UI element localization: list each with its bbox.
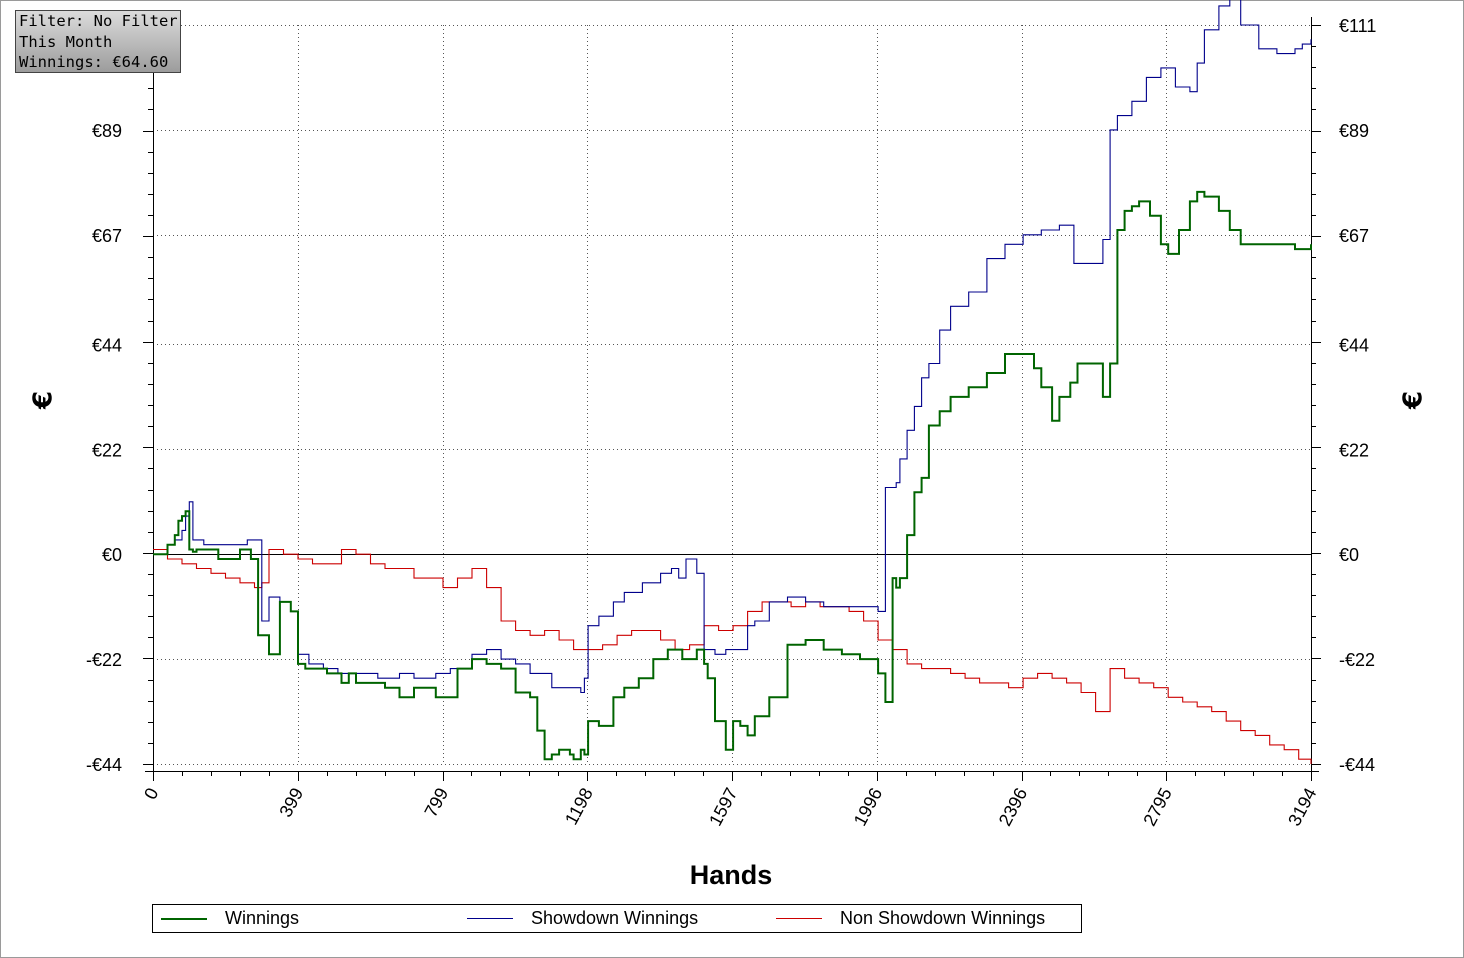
legend-item-non-showdown: Non Showdown Winnings bbox=[776, 905, 1045, 932]
period-label: This Month bbox=[19, 32, 113, 51]
series-lines bbox=[153, 0, 1312, 764]
x-tick-label: 2795 bbox=[1139, 784, 1175, 829]
legend-swatch-winnings bbox=[161, 917, 207, 920]
legend-item-winnings: Winnings bbox=[161, 905, 299, 932]
x-tick-label: 1996 bbox=[850, 784, 886, 829]
legend-label-winnings: Winnings bbox=[225, 908, 300, 928]
y-axis-title-left: € bbox=[29, 391, 59, 410]
legend-label-showdown: Showdown Winnings bbox=[531, 908, 699, 928]
y-tick-label-left: €89 bbox=[92, 121, 122, 141]
y-tick-label-left: -€44 bbox=[86, 755, 122, 775]
x-tick-label: 399 bbox=[275, 784, 307, 820]
y-tick-label-right: €111 bbox=[1339, 16, 1376, 36]
legend: Winnings Showdown Winnings Non Showdown … bbox=[152, 904, 1082, 933]
series-line-showdown-winnings bbox=[153, 0, 1312, 694]
y-tick-label-right: -€44 bbox=[1339, 755, 1375, 775]
x-tick-label: 3194 bbox=[1284, 784, 1320, 829]
y-tick-label-left: €22 bbox=[92, 440, 122, 460]
y-tick-label-right: €0 bbox=[1339, 545, 1359, 565]
x-tick-label: 799 bbox=[420, 784, 452, 820]
x-tick-label: 2396 bbox=[995, 784, 1031, 829]
grid-lines bbox=[153, 25, 1311, 765]
x-tick-label: 0 bbox=[140, 784, 162, 802]
tick-labels: -€44 -€44 -€22 -€22 €0 €0 €22 €22 €44 €44 €67 €67 €8… bbox=[85, 16, 1377, 829]
x-axis-title: Hands bbox=[690, 860, 773, 890]
y-axis-title-right: € bbox=[1399, 391, 1429, 410]
x-tick-label: 1597 bbox=[705, 784, 741, 829]
legend-label-non-showdown: Non Showdown Winnings bbox=[840, 908, 1046, 928]
series-line-non-showdown-winnings bbox=[153, 548, 1312, 764]
y-tick-label-left: €0 bbox=[102, 545, 122, 565]
y-tick-label-right: €44 bbox=[1339, 335, 1369, 355]
legend-swatch-non-showdown bbox=[776, 918, 822, 919]
filter-label: Filter: No Filter bbox=[19, 12, 178, 30]
winnings-total-label: Winnings: €64.60 bbox=[19, 53, 169, 71]
y-tick-label-left: €67 bbox=[92, 226, 122, 246]
y-tick-label-right: €67 bbox=[1339, 226, 1369, 246]
y-tick-label-left: €44 bbox=[92, 335, 122, 355]
legend-swatch-showdown bbox=[467, 918, 513, 919]
axes bbox=[143, 17, 1321, 781]
x-tick-label: 1198 bbox=[561, 784, 597, 828]
y-tick-label-right: €22 bbox=[1339, 440, 1369, 460]
legend-item-showdown: Showdown Winnings bbox=[467, 905, 698, 932]
series-line-winnings bbox=[153, 190, 1312, 761]
y-tick-label-right: -€22 bbox=[1339, 650, 1375, 670]
y-tick-label-right: €89 bbox=[1339, 121, 1369, 141]
filter-info-box: Filter: No Filter This Month Winnings: €… bbox=[15, 10, 181, 73]
y-tick-label-left: -€22 bbox=[86, 650, 122, 670]
